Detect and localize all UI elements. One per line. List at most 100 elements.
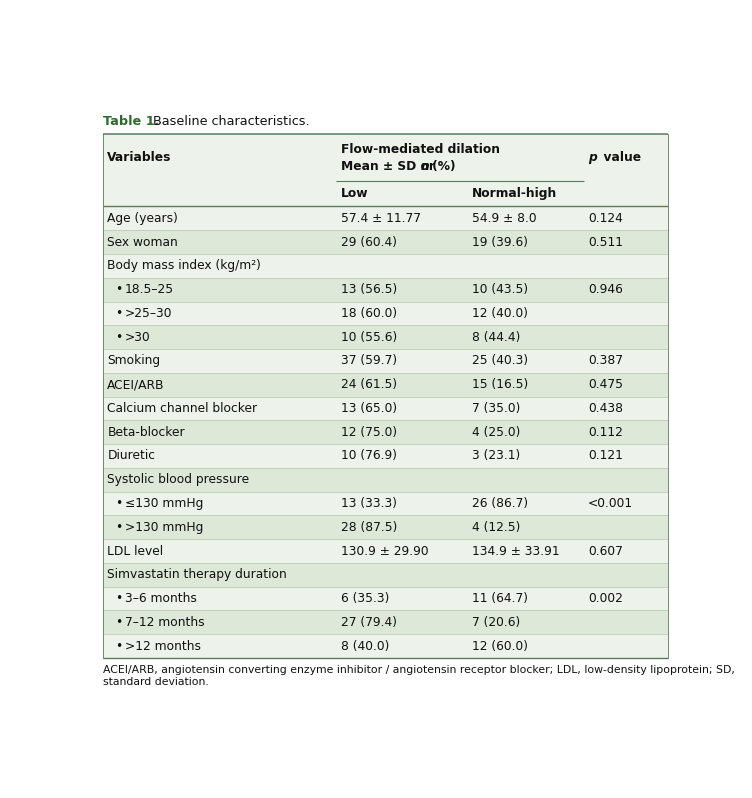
Text: 24 (61.5): 24 (61.5) [341, 378, 396, 391]
Text: 4 (12.5): 4 (12.5) [472, 521, 520, 534]
Bar [103, 231, 668, 254]
Text: Diuretic: Diuretic [108, 449, 156, 463]
Text: 13 (33.3): 13 (33.3) [341, 497, 396, 510]
Text: ACEI/ARB: ACEI/ARB [108, 378, 165, 391]
Text: >130 mmHg: >130 mmHg [125, 521, 203, 534]
Text: 57.4 ± 11.77: 57.4 ± 11.77 [341, 211, 420, 225]
Text: 6 (35.3): 6 (35.3) [341, 592, 389, 605]
Text: (%): (%) [428, 160, 456, 172]
Text: ACEI/ARB, angiotensin converting enzyme inhibitor / angiotensin receptor blocker: ACEI/ARB, angiotensin converting enzyme … [103, 666, 735, 687]
Text: LDL level: LDL level [108, 544, 163, 558]
Bar [103, 587, 668, 610]
Text: 28 (87.5): 28 (87.5) [341, 521, 397, 534]
Text: 29 (60.4): 29 (60.4) [341, 235, 396, 249]
Text: 0.475: 0.475 [588, 378, 623, 391]
Text: 130.9 ± 29.90: 130.9 ± 29.90 [341, 544, 428, 558]
Bar [103, 563, 668, 587]
Bar [103, 492, 668, 516]
Bar [103, 326, 668, 349]
Text: •: • [116, 640, 123, 653]
Text: Mean ± SD or: Mean ± SD or [341, 160, 438, 172]
Text: 0.607: 0.607 [588, 544, 623, 558]
Bar [103, 539, 668, 563]
Text: 26 (86.7): 26 (86.7) [472, 497, 528, 510]
Text: Age (years): Age (years) [108, 211, 178, 225]
Bar [103, 634, 668, 658]
Text: <0.001: <0.001 [588, 497, 633, 510]
Text: 12 (75.0): 12 (75.0) [341, 425, 396, 439]
Text: 13 (65.0): 13 (65.0) [341, 402, 396, 415]
Text: Calcium channel blocker: Calcium channel blocker [108, 402, 257, 415]
Text: ≤130 mmHg: ≤130 mmHg [125, 497, 203, 510]
Text: Smoking: Smoking [108, 354, 160, 367]
Bar [103, 468, 668, 492]
Text: Low: Low [341, 188, 368, 200]
Text: 8 (44.4): 8 (44.4) [472, 330, 520, 344]
Text: Beta-blocker: Beta-blocker [108, 425, 185, 439]
Text: Table 1.: Table 1. [103, 115, 159, 128]
Text: •: • [116, 592, 123, 605]
Text: >30: >30 [125, 330, 150, 344]
Text: 10 (76.9): 10 (76.9) [341, 449, 396, 463]
Text: 7 (20.6): 7 (20.6) [472, 616, 520, 629]
Bar [103, 444, 668, 468]
Text: Body mass index (kg/m²): Body mass index (kg/m²) [108, 259, 261, 272]
Text: •: • [116, 497, 123, 510]
Text: 0.124: 0.124 [588, 211, 623, 225]
Text: •: • [116, 283, 123, 296]
Text: >12 months: >12 months [125, 640, 201, 653]
Text: value: value [601, 151, 641, 164]
Text: 13 (56.5): 13 (56.5) [341, 283, 397, 296]
Bar [103, 302, 668, 326]
Text: 4 (25.0): 4 (25.0) [472, 425, 520, 439]
Bar [103, 254, 668, 278]
Text: 37 (59.7): 37 (59.7) [341, 354, 396, 367]
Text: 10 (55.6): 10 (55.6) [341, 330, 397, 344]
Text: •: • [116, 521, 123, 534]
Text: Variables: Variables [108, 151, 171, 164]
Bar [103, 397, 668, 421]
Text: 3–6 months: 3–6 months [125, 592, 197, 605]
Text: 27 (79.4): 27 (79.4) [341, 616, 396, 629]
Text: 12 (60.0): 12 (60.0) [472, 640, 528, 653]
Text: 8 (40.0): 8 (40.0) [341, 640, 389, 653]
Text: 0.121: 0.121 [588, 449, 623, 463]
Text: 3 (23.1): 3 (23.1) [472, 449, 520, 463]
Text: •: • [116, 616, 123, 629]
Text: 0.387: 0.387 [588, 354, 623, 367]
Text: Systolic blood pressure: Systolic blood pressure [108, 473, 250, 486]
Text: Normal-high: Normal-high [472, 188, 557, 200]
Text: 19 (39.6): 19 (39.6) [472, 235, 528, 249]
Bar [103, 421, 668, 444]
Text: Simvastatin therapy duration: Simvastatin therapy duration [108, 568, 287, 581]
Text: 15 (16.5): 15 (16.5) [472, 378, 528, 391]
Text: 0.946: 0.946 [588, 283, 623, 296]
Text: •: • [116, 307, 123, 320]
Text: 12 (40.0): 12 (40.0) [472, 307, 528, 320]
Text: 7–12 months: 7–12 months [125, 616, 205, 629]
Text: Flow-mediated dilation: Flow-mediated dilation [341, 143, 499, 156]
Bar [103, 516, 668, 539]
Text: 0.511: 0.511 [588, 235, 623, 249]
Text: 25 (40.3): 25 (40.3) [472, 354, 528, 367]
Text: •: • [116, 330, 123, 344]
Bar [103, 373, 668, 397]
Bar [103, 207, 668, 231]
Text: Sex woman: Sex woman [108, 235, 178, 249]
Text: 134.9 ± 33.91: 134.9 ± 33.91 [472, 544, 559, 558]
Text: 0.002: 0.002 [588, 592, 623, 605]
Text: 10 (43.5): 10 (43.5) [472, 283, 528, 296]
Bar [103, 181, 668, 207]
Bar [103, 349, 668, 373]
Text: 18 (60.0): 18 (60.0) [341, 307, 396, 320]
Text: p: p [588, 151, 597, 164]
Text: 0.438: 0.438 [588, 402, 623, 415]
Bar [103, 610, 668, 634]
Text: Baseline characteristics.: Baseline characteristics. [144, 115, 309, 128]
Text: 18.5–25: 18.5–25 [125, 283, 174, 296]
Text: 54.9 ± 8.0: 54.9 ± 8.0 [472, 211, 536, 225]
Bar [103, 134, 668, 181]
Text: >25–30: >25–30 [125, 307, 172, 320]
Text: 11 (64.7): 11 (64.7) [472, 592, 528, 605]
Bar [103, 278, 668, 302]
